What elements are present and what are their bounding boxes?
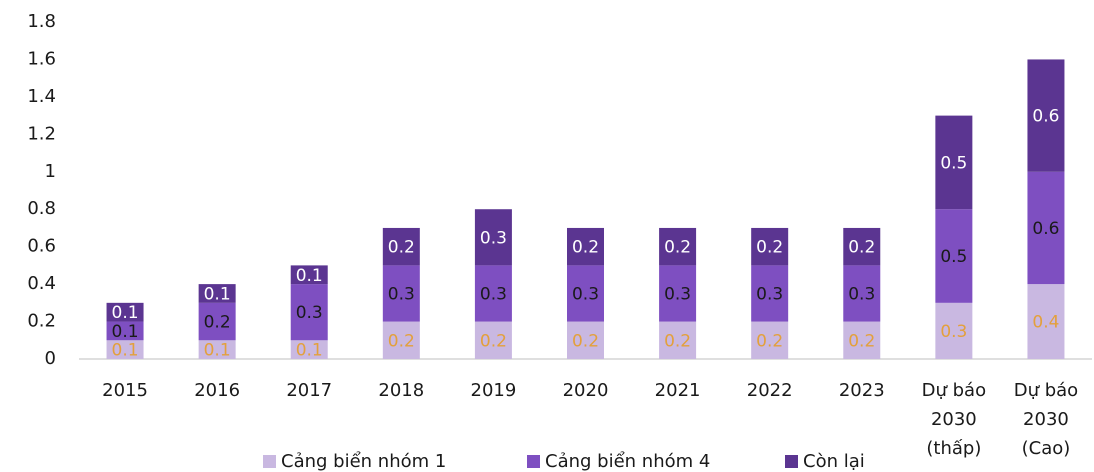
bar-segment — [843, 265, 881, 322]
data-label: 0.3 — [848, 284, 875, 304]
data-label: 0.1 — [112, 303, 139, 323]
data-label: 0.1 — [204, 284, 231, 304]
bar-segment — [843, 321, 881, 359]
data-label: 0.2 — [756, 331, 783, 351]
legend-label: Cảng biển nhóm 1 — [281, 451, 446, 472]
data-label: 0.3 — [480, 284, 507, 304]
data-label: 0.3 — [756, 284, 783, 304]
x-tick-label: 2017 — [286, 380, 332, 401]
x-tick-label: (thấp) — [926, 438, 981, 459]
x-tick-label: 2015 — [102, 380, 148, 401]
data-label: 0.2 — [204, 313, 231, 333]
legend-swatch — [785, 455, 798, 468]
bar-segment — [290, 340, 328, 359]
bar-segment — [106, 321, 144, 341]
x-tick-label: 2016 — [194, 380, 240, 401]
data-label: 0.6 — [1032, 219, 1059, 239]
y-tick-label: 1.8 — [27, 11, 56, 32]
legend-label: Còn lại — [803, 451, 865, 472]
bar-segment — [751, 321, 789, 359]
data-label: 0.3 — [664, 284, 691, 304]
bar-segment — [198, 284, 236, 303]
bar-segment — [1027, 59, 1065, 172]
x-tick-label: Dự báo — [922, 380, 986, 401]
bar-segment — [290, 284, 328, 341]
x-tick-label: 2030 — [931, 409, 977, 430]
data-label: 0.2 — [388, 331, 415, 351]
x-tick-label: 2030 — [1023, 409, 1069, 430]
data-label: 0.1 — [296, 266, 323, 286]
legend-swatch — [527, 455, 540, 468]
data-label: 0.1 — [296, 341, 323, 361]
y-tick-label: 1.6 — [27, 48, 56, 69]
bar-segment — [382, 265, 420, 322]
x-tick-label: 2020 — [563, 380, 609, 401]
y-tick-label: 0 — [45, 348, 56, 369]
legend-label: Cảng biển nhóm 4 — [545, 451, 710, 472]
x-tick-label: 2023 — [839, 380, 885, 401]
data-label: 0.2 — [388, 238, 415, 258]
data-label: 0.6 — [1032, 107, 1059, 127]
y-tick-label: 0.2 — [27, 311, 56, 332]
data-label: 0.2 — [664, 238, 691, 258]
x-tick-label: 2022 — [747, 380, 793, 401]
y-tick-label: 0.4 — [27, 273, 56, 294]
bar-segment — [198, 302, 236, 341]
data-label: 0.2 — [756, 238, 783, 258]
data-label: 0.1 — [112, 322, 139, 342]
data-label: 0.3 — [480, 228, 507, 248]
data-label: 0.2 — [848, 331, 875, 351]
bar-segment — [198, 340, 236, 359]
y-tick-label: 0.6 — [27, 236, 56, 257]
data-label: 0.2 — [848, 238, 875, 258]
data-label: 0.3 — [296, 303, 323, 323]
data-label: 0.4 — [1032, 313, 1059, 333]
data-label: 0.2 — [572, 331, 599, 351]
x-tick-label: (Cao) — [1022, 438, 1071, 459]
data-label: 0.1 — [204, 341, 231, 361]
bar-segment — [382, 321, 420, 359]
bar-segment — [106, 340, 144, 359]
data-label: 0.2 — [664, 331, 691, 351]
bar-segment — [1027, 284, 1065, 359]
data-label: 0.5 — [940, 153, 967, 173]
bar-segment — [659, 265, 697, 322]
bar-segment — [751, 265, 789, 322]
data-label: 0.1 — [112, 341, 139, 361]
bar-segment — [474, 321, 512, 359]
bar-segment — [567, 227, 604, 266]
bar-segment — [474, 209, 512, 266]
y-tick-label: 1 — [45, 161, 56, 182]
data-label: 0.3 — [388, 284, 415, 304]
data-label: 0.2 — [480, 331, 507, 351]
x-tick-label: 2019 — [471, 380, 517, 401]
bar-segment — [935, 302, 973, 359]
bar-segment — [567, 265, 604, 322]
y-tick-label: 0.8 — [27, 198, 56, 219]
data-label: 0.2 — [572, 238, 599, 258]
bar-segment — [382, 227, 420, 266]
y-tick-label: 1.4 — [27, 86, 56, 107]
bar-segment — [1027, 171, 1065, 285]
bar-segment — [751, 227, 789, 266]
data-label: 0.5 — [940, 247, 967, 267]
bar-segment — [659, 321, 697, 359]
x-tick-label: 2018 — [378, 380, 424, 401]
data-label: 0.3 — [940, 322, 967, 342]
bar-segment — [935, 209, 973, 303]
bar-segment — [935, 115, 973, 210]
bar-segment — [843, 227, 881, 266]
y-tick-label: 1.2 — [27, 123, 56, 144]
bar-segment — [106, 302, 144, 322]
data-label: 0.3 — [572, 284, 599, 304]
bar-segment — [659, 227, 697, 266]
x-tick-label: Dự báo — [1014, 380, 1078, 401]
x-tick-label: 2021 — [655, 380, 701, 401]
legend-swatch — [263, 455, 276, 468]
bar-segment — [474, 265, 512, 322]
bar-segment — [290, 265, 328, 285]
bar-segment — [567, 321, 604, 359]
